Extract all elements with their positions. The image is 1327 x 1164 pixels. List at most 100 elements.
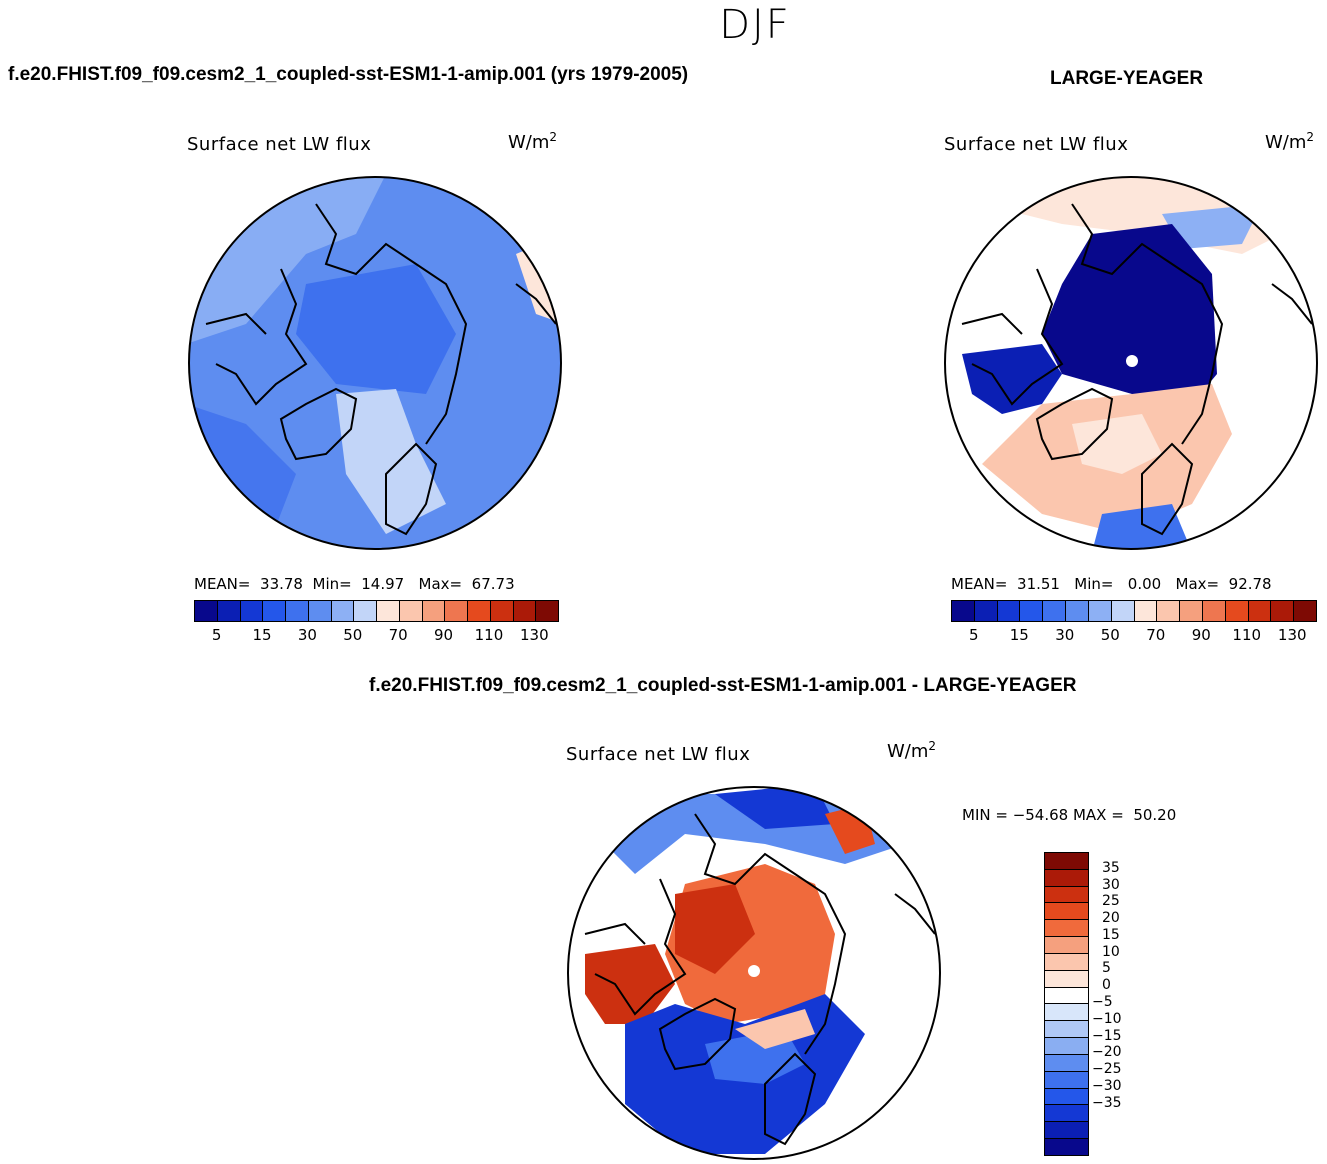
panel-obs-colorbar-tick-label: 110: [1232, 626, 1262, 644]
panel-obs-map-boundary: [944, 176, 1318, 550]
panel-obs-colorbar-segment: [1271, 601, 1295, 621]
panel-diff-map: [567, 786, 941, 1160]
panel-diff-colorbar-segment: [1045, 987, 1088, 1005]
panel-diff-colorbar-tick-label: −25: [1092, 1061, 1122, 1078]
panel-diff-coastlines: [584, 813, 936, 1146]
panel-obs-colorbar-segment: [1066, 601, 1089, 621]
panel-diff-range: MIN = −54.68 MAX = 50.20: [962, 806, 1177, 824]
panel-diff-colorbar-segment: [1045, 903, 1088, 921]
panel-obs-colorbar-segment: [1111, 601, 1135, 621]
panel-model-colorbar-tick-label: 30: [297, 626, 317, 644]
panel-model-colorbar-segment: [331, 601, 355, 621]
panel-obs-title: LARGE-YEAGER: [1050, 68, 1204, 89]
panel-obs-field-bering: [1162, 204, 1262, 249]
panel-obs-map: [944, 176, 1318, 550]
panel-diff-colorbar-tick-label: 20: [1102, 910, 1120, 927]
panel-model-colorbar-tick-label: 15: [252, 626, 272, 644]
panel-obs-colorbar-tick-label: 5: [968, 626, 979, 644]
panel-model-colorbar-tick-label: 90: [434, 626, 454, 644]
panel-obs-field-arctic-ice: [1042, 224, 1217, 404]
panel-model-colorbar: [194, 600, 559, 622]
panel-model-coastlines: [205, 203, 557, 536]
panel-diff-colorbar-tick-label: −30: [1092, 1077, 1122, 1094]
panel-diff-map-boundary: [567, 786, 941, 1160]
panel-diff-variable: Surface net LW flux: [566, 744, 751, 765]
panel-diff-colorbar-segment: [1045, 1038, 1088, 1055]
panel-model-colorbar-segment: [399, 601, 423, 621]
panel-model-title: f.e20.FHIST.f09_f09.cesm2_1_coupled-sst-…: [8, 64, 689, 85]
panel-model-colorbar-segment: [263, 601, 286, 621]
panel-model-colorbar-segment: [195, 601, 218, 621]
panel-obs-colorbar: [951, 600, 1317, 622]
panel-model-colorbar-segment: [217, 601, 241, 621]
panel-model-colorbar-tick-label: 110: [474, 626, 504, 644]
panel-diff-colorbar-segment: [1045, 1122, 1088, 1140]
panel-obs-colorbar-segment: [1294, 601, 1316, 621]
panel-model-colorbar-segment: [536, 601, 558, 621]
panel-obs-field-atlantic-light: [1072, 414, 1162, 474]
panel-diff-colorbar-segment: [1045, 920, 1088, 938]
panel-obs-colorbar-tick-label: 30: [1055, 626, 1075, 644]
panel-obs-pole-marker: [1126, 355, 1138, 367]
panel-diff-colorbar-segment: [1045, 1088, 1088, 1106]
panel-diff-field-hudson: [585, 944, 675, 1024]
panel-obs-colorbar-segment: [1157, 601, 1181, 621]
panel-diff-colorbar: [1044, 852, 1089, 1156]
season-title: DJF: [719, 2, 791, 48]
panel-obs-colorbar-tick-label: 90: [1191, 626, 1211, 644]
panel-diff-colorbar-segment: [1045, 970, 1088, 988]
panel-obs-colorbar-tick-label: 15: [1009, 626, 1029, 644]
panel-obs-colorbar-segment: [1088, 601, 1112, 621]
panel-diff-colorbar-segment: [1045, 1071, 1088, 1089]
panel-diff-colorbar-tick-label: 10: [1102, 943, 1120, 960]
panel-diff-colorbar-segment: [1045, 886, 1088, 904]
panel-diff-colorbar-segment: [1045, 1139, 1088, 1155]
panel-model-colorbar-tick-label: 5: [211, 626, 222, 644]
panel-obs-field-south: [1092, 504, 1192, 549]
panel-diff-title: f.e20.FHIST.f09_f09.cesm2_1_coupled-sst-…: [369, 675, 1077, 696]
panel-obs-colorbar-segment: [1225, 601, 1249, 621]
panel-diff-colorbar-tick-label: 5: [1102, 960, 1111, 977]
panel-obs-stats: MEAN= 31.51 Min= 0.00 Max= 92.78: [951, 575, 1272, 593]
panel-diff-colorbar-tick-label: 35: [1102, 859, 1120, 876]
panel-obs-colorbar-segment: [1180, 601, 1203, 621]
panel-model-stats: MEAN= 33.78 Min= 14.97 Max= 67.73: [194, 575, 515, 593]
panel-diff-colorbar-tick-label: −35: [1092, 1094, 1122, 1111]
panel-model-colorbar-segment: [490, 601, 514, 621]
panel-model-colorbar-segment: [377, 601, 400, 621]
panel-obs-colorbar-segment: [1134, 601, 1158, 621]
panel-obs-colorbar-segment: [974, 601, 998, 621]
panel-obs-colorbar-segment: [1202, 601, 1226, 621]
panel-obs-colorbar-tick-label: 50: [1100, 626, 1120, 644]
panel-diff-colorbar-segment: [1045, 1004, 1088, 1022]
panel-model-units: W/m2: [508, 130, 558, 153]
panel-model-colorbar-segment: [445, 601, 468, 621]
panel-diff-field-bering: [715, 787, 835, 829]
panel-diff-field-archipelago: [675, 884, 755, 974]
panel-model-colorbar-segment: [240, 601, 264, 621]
panel-model-colorbar-segment: [308, 601, 332, 621]
panel-model-colorbar-segment: [422, 601, 446, 621]
panel-diff-colorbar-segment: [1045, 869, 1088, 887]
panel-model-map-boundary: [188, 176, 562, 550]
panel-obs-coastlines: [961, 203, 1313, 536]
panel-obs-colorbar-tick-label: 130: [1277, 626, 1307, 644]
panel-diff-colorbar-tick-label: 15: [1102, 926, 1120, 943]
panel-obs-colorbar-segment: [997, 601, 1021, 621]
panel-diff-colorbar-segment: [1045, 1054, 1088, 1072]
panel-diff-colorbar-segment: [1045, 1105, 1088, 1123]
panel-diff-colorbar-segment: [1045, 937, 1088, 954]
panel-diff-field-ice-edge: [735, 1009, 815, 1049]
panel-diff-colorbar-segment: [1045, 853, 1088, 870]
panel-model-variable: Surface net LW flux: [187, 134, 372, 155]
panel-model-colorbar-segment: [513, 601, 537, 621]
panel-model-colorbar-segment: [354, 601, 377, 621]
panel-diff-colorbar-tick-label: 30: [1102, 876, 1120, 893]
panel-model-colorbar-ticks: 5 15 30 50 70 90 110 130: [194, 626, 557, 646]
panel-obs-colorbar-segment: [1248, 601, 1272, 621]
panel-diff-units: W/m2: [887, 739, 937, 762]
panel-diff-colorbar-tick-label: −10: [1092, 1010, 1122, 1027]
panel-diff-colorbar-tick-label: −15: [1092, 1027, 1122, 1044]
panel-model-colorbar-tick-label: 130: [519, 626, 549, 644]
panel-obs-units: W/m2: [1265, 130, 1315, 153]
